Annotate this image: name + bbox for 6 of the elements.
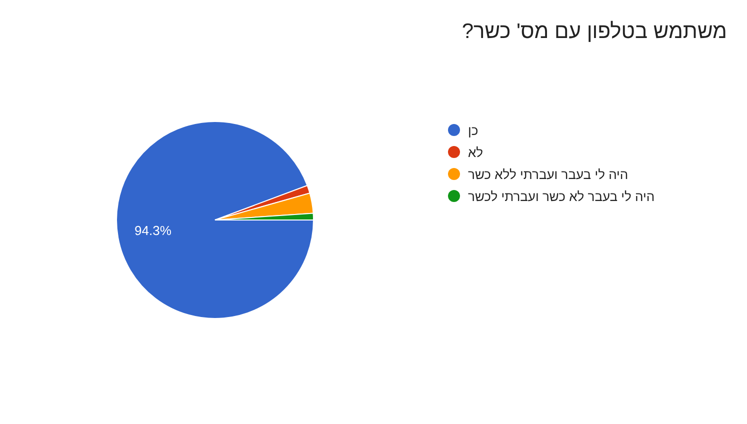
legend-label: היה לי בעבר ועברתי ללא כשר [468, 166, 628, 182]
data-label: 94.3% [134, 222, 172, 238]
legend-label: כן [468, 122, 478, 138]
chart-title: משתמש בטלפון עם מס' כשר? [462, 20, 727, 44]
legend-label: לא [468, 144, 484, 160]
legend-label: היה לי בעבר לא כשר ועברתי לכשר [468, 188, 655, 204]
